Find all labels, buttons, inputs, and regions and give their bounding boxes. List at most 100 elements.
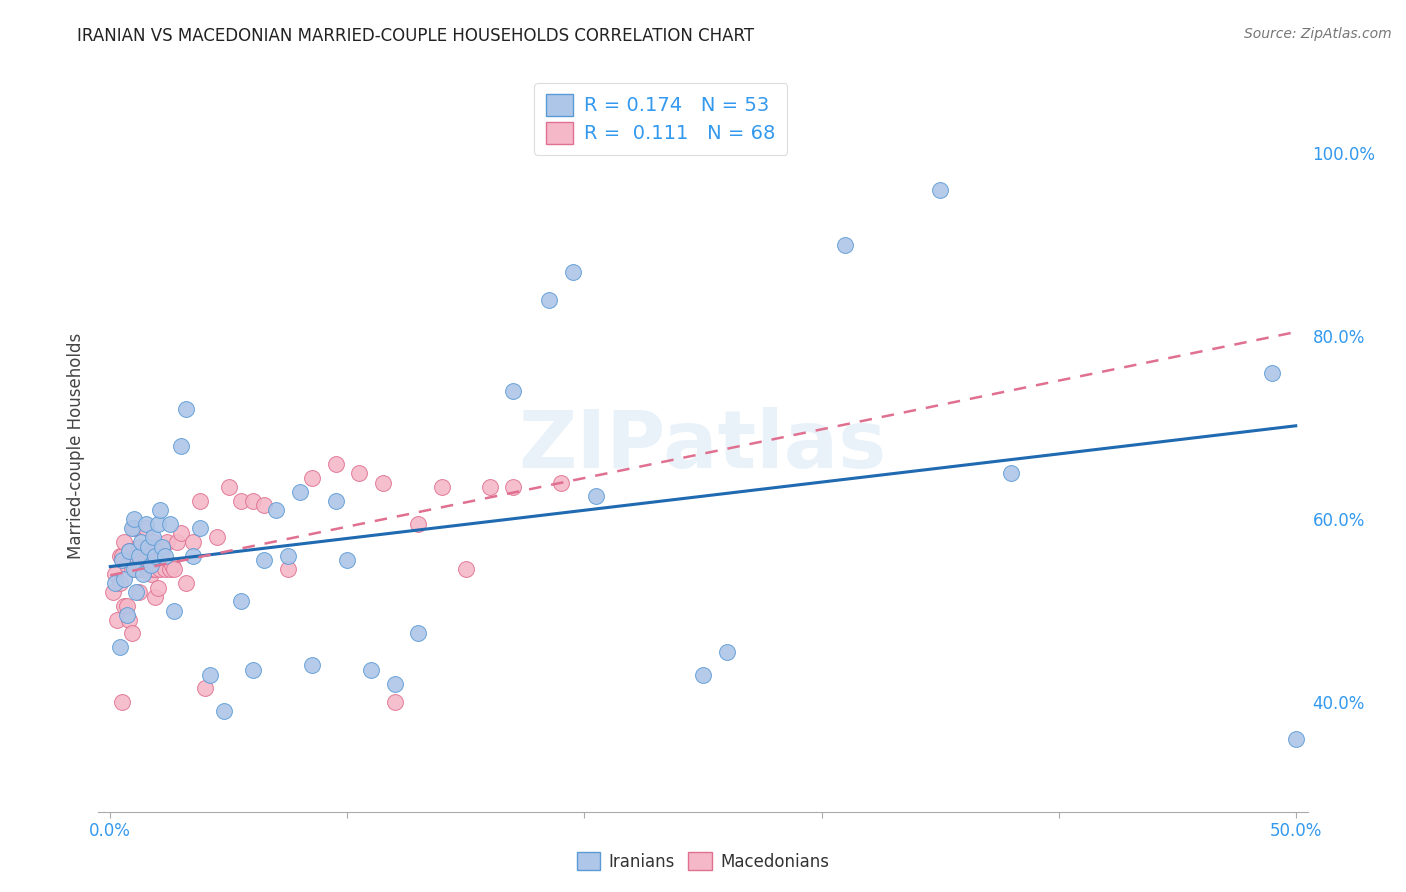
Point — [408, 626, 430, 640]
Point — [325, 494, 347, 508]
Point — [118, 613, 141, 627]
Point — [128, 540, 150, 554]
Point — [159, 562, 181, 576]
Point — [142, 562, 165, 576]
Point — [122, 562, 145, 576]
Legend: Iranians, Macedonians: Iranians, Macedonians — [568, 844, 838, 880]
Point — [122, 512, 145, 526]
Point — [122, 553, 145, 567]
Point — [156, 535, 179, 549]
Point — [114, 572, 136, 586]
Point — [115, 558, 138, 572]
Point — [114, 535, 136, 549]
Text: Source: ZipAtlas.com: Source: ZipAtlas.com — [1244, 27, 1392, 41]
Point — [242, 494, 264, 508]
Point — [143, 590, 166, 604]
Point — [692, 667, 714, 681]
Point — [146, 581, 169, 595]
Point — [135, 521, 157, 535]
Point — [108, 549, 131, 563]
Point — [502, 384, 524, 399]
Point — [143, 549, 166, 563]
Point — [277, 562, 299, 576]
Point — [135, 516, 157, 531]
Point — [104, 576, 127, 591]
Point — [218, 480, 240, 494]
Point — [111, 695, 134, 709]
Point — [114, 599, 136, 613]
Point — [194, 681, 217, 696]
Point — [163, 562, 186, 576]
Point — [170, 439, 193, 453]
Point — [432, 480, 454, 494]
Point — [135, 553, 157, 567]
Point — [301, 471, 323, 485]
Point — [537, 293, 560, 307]
Point — [229, 594, 252, 608]
Point — [108, 640, 131, 655]
Point — [174, 402, 197, 417]
Y-axis label: Married-couple Households: Married-couple Households — [66, 333, 84, 559]
Point — [478, 480, 501, 494]
Point — [129, 562, 152, 576]
Point — [129, 535, 152, 549]
Point — [125, 562, 148, 576]
Point — [1261, 366, 1284, 380]
Legend: R = 0.174   N = 53, R =  0.111   N = 68: R = 0.174 N = 53, R = 0.111 N = 68 — [534, 83, 787, 155]
Point — [118, 544, 141, 558]
Point — [325, 457, 347, 471]
Point — [115, 608, 138, 623]
Point — [101, 585, 124, 599]
Point — [146, 516, 169, 531]
Point — [121, 562, 143, 576]
Point — [129, 553, 152, 567]
Point — [132, 544, 155, 558]
Point — [104, 567, 127, 582]
Point — [160, 558, 183, 572]
Point — [139, 558, 162, 572]
Point — [142, 530, 165, 544]
Point — [121, 521, 143, 535]
Point — [502, 480, 524, 494]
Point — [159, 516, 181, 531]
Point — [122, 521, 145, 535]
Point — [190, 521, 212, 535]
Point — [128, 549, 150, 563]
Point — [146, 540, 169, 554]
Point — [125, 549, 148, 563]
Point — [163, 603, 186, 617]
Point — [384, 676, 406, 690]
Point — [111, 549, 134, 563]
Point — [198, 667, 221, 681]
Point — [585, 489, 607, 503]
Point — [153, 549, 176, 563]
Point — [136, 540, 159, 554]
Point — [371, 475, 394, 490]
Text: IRANIAN VS MACEDONIAN MARRIED-COUPLE HOUSEHOLDS CORRELATION CHART: IRANIAN VS MACEDONIAN MARRIED-COUPLE HOU… — [77, 27, 755, 45]
Point — [1285, 731, 1308, 746]
Point — [834, 237, 856, 252]
Point — [128, 562, 150, 576]
Point — [132, 567, 155, 582]
Point — [136, 562, 159, 576]
Point — [152, 544, 174, 558]
Point — [253, 553, 276, 567]
Point — [105, 613, 128, 627]
Point — [454, 562, 477, 576]
Point — [108, 576, 131, 591]
Point — [384, 695, 406, 709]
Point — [277, 549, 299, 563]
Point — [125, 585, 148, 599]
Point — [152, 540, 174, 554]
Point — [139, 567, 162, 582]
Point — [132, 562, 155, 576]
Point — [242, 663, 264, 677]
Point — [149, 562, 172, 576]
Point — [143, 562, 166, 576]
Text: ZIPatlas: ZIPatlas — [519, 407, 887, 485]
Point — [929, 183, 952, 197]
Point — [288, 484, 311, 499]
Point — [408, 516, 430, 531]
Point — [121, 626, 143, 640]
Point — [118, 544, 141, 558]
